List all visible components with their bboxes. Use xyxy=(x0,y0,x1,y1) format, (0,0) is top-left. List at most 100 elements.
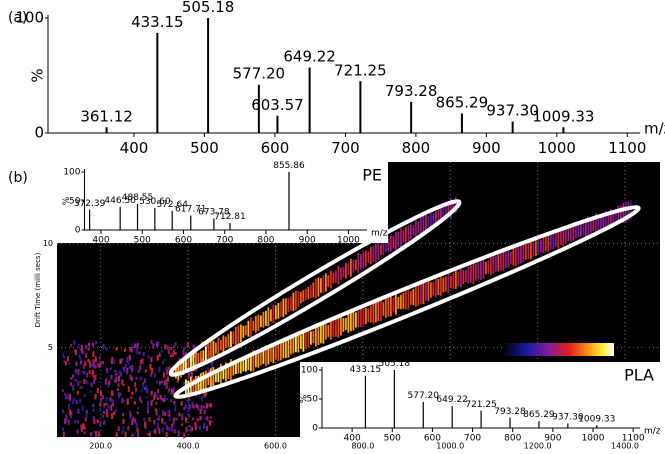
peak-label: 855.86 xyxy=(273,161,305,171)
heat-noise xyxy=(211,359,214,365)
heat-noise xyxy=(115,376,118,382)
heat-noise xyxy=(62,409,65,414)
heat-streak xyxy=(442,277,445,293)
heat-streak xyxy=(560,231,562,245)
heat-noise xyxy=(91,362,94,367)
heat-streak xyxy=(242,325,245,338)
y-tick-label: 5 xyxy=(48,343,53,352)
heat-noise xyxy=(183,381,186,384)
y-axis-label: % xyxy=(300,394,310,403)
heat-noise xyxy=(65,395,68,400)
heat-streak xyxy=(357,253,360,274)
heat-noise xyxy=(137,431,140,438)
heat-streak xyxy=(590,218,592,234)
x-tick-label: 1000.0 xyxy=(436,442,464,451)
heat-noise xyxy=(136,427,139,433)
heat-noise xyxy=(122,418,125,424)
peak-label: 712.81 xyxy=(214,212,246,222)
heat-streak xyxy=(432,213,435,224)
heat-streak xyxy=(185,359,187,373)
heat-streak xyxy=(195,375,197,393)
heat-noise xyxy=(65,414,68,420)
heat-noise xyxy=(94,374,97,380)
heat-streak xyxy=(537,239,540,255)
heat-streak xyxy=(217,337,220,356)
heat-noise xyxy=(110,404,113,411)
heat-streak xyxy=(330,270,332,289)
x-tick-label: 1000 xyxy=(538,139,576,157)
heat-streak xyxy=(322,322,325,344)
heat-streak xyxy=(582,221,585,237)
peak-label: 721.25 xyxy=(334,61,387,79)
heat-noise xyxy=(152,343,155,349)
heat-streak xyxy=(392,297,395,313)
heat-streak xyxy=(602,214,605,228)
heat-streak xyxy=(425,283,427,301)
heat-noise xyxy=(111,356,114,361)
heat-noise xyxy=(92,350,95,357)
heat-streak xyxy=(215,342,217,354)
y-tick-label: 100 xyxy=(15,9,44,27)
heat-streak xyxy=(350,258,352,277)
heat-noise xyxy=(150,373,153,377)
heat-noise xyxy=(102,410,105,414)
heat-streak xyxy=(437,279,440,295)
peak-label: 488.55 xyxy=(122,193,154,203)
heat-noise xyxy=(142,384,145,389)
heat-noise xyxy=(158,428,161,434)
heat-noise xyxy=(140,400,143,403)
heat-streak xyxy=(250,317,252,338)
heat-streak xyxy=(387,238,390,252)
heat-noise xyxy=(74,349,77,353)
heat-noise xyxy=(152,429,155,433)
heat-streak xyxy=(335,270,337,283)
heat-streak xyxy=(337,265,340,285)
heat-noise xyxy=(81,385,84,390)
heat-streak xyxy=(375,301,377,323)
heat-streak xyxy=(362,251,365,269)
heat-noise xyxy=(165,425,168,430)
heat-streak xyxy=(187,357,190,372)
heat-noise xyxy=(119,392,122,396)
heat-noise xyxy=(176,369,179,374)
heat-noise xyxy=(85,379,88,385)
heat-streak xyxy=(312,282,315,298)
heat-streak xyxy=(412,288,415,306)
heat-noise xyxy=(155,402,158,405)
heat-noise xyxy=(81,405,84,411)
heat-noise xyxy=(107,382,110,388)
peak-label: 505.18 xyxy=(182,0,235,16)
heat-noise xyxy=(194,421,197,428)
heat-noise xyxy=(103,420,106,425)
heat-streak xyxy=(225,362,227,382)
heat-streak xyxy=(310,284,312,299)
heat-noise xyxy=(92,408,95,412)
heat-streak xyxy=(410,224,412,240)
heat-streak xyxy=(497,254,500,272)
heat-streak xyxy=(272,304,275,323)
heat-streak xyxy=(427,280,430,302)
heat-noise xyxy=(180,401,183,406)
heat-noise xyxy=(82,423,85,430)
heat-streak xyxy=(585,218,587,238)
heat-noise xyxy=(184,404,187,409)
heat-noise xyxy=(75,361,78,367)
heat-noise xyxy=(209,416,212,419)
heat-streak xyxy=(570,226,572,242)
heat-noise xyxy=(122,412,125,417)
peak-label: 793.28 xyxy=(385,82,438,100)
heat-noise xyxy=(183,362,186,368)
heat-noise xyxy=(137,370,140,373)
heat-streak xyxy=(232,362,235,376)
x-tick-label: 200.0 xyxy=(89,442,112,451)
heat-noise xyxy=(165,431,168,438)
heat-streak xyxy=(332,320,335,338)
heat-noise xyxy=(83,394,86,397)
heat-streak xyxy=(175,365,177,379)
heat-streak xyxy=(377,300,380,322)
heat-streak xyxy=(492,256,495,274)
heat-noise xyxy=(205,425,208,431)
x-axis-label: m/z xyxy=(644,120,665,138)
heat-noise xyxy=(136,345,139,348)
heat-noise xyxy=(136,407,139,410)
